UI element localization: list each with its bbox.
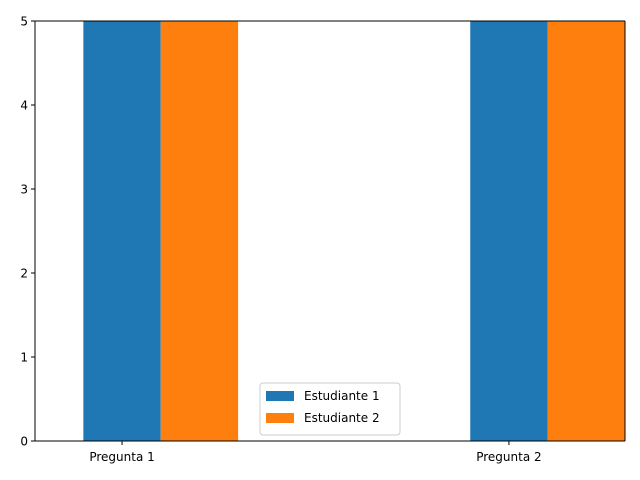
legend-swatch: [266, 391, 294, 401]
axes-layer: 0 1 2 3 4 5 Pregunta 1 Pregunta 2: [20, 15, 626, 464]
bar-estudiante-2-pregunta-2: [547, 21, 625, 441]
x-tick-label: Pregunta 1: [89, 450, 154, 464]
legend: Estudiante 1 Estudiante 2: [259, 382, 401, 436]
y-tick-label: 3: [20, 183, 28, 197]
legend-label: Estudiante 1: [304, 389, 380, 403]
bar-estudiante-1-pregunta-1: [83, 21, 161, 441]
y-tick-label: 1: [20, 351, 28, 365]
y-tick-label: 5: [20, 15, 28, 29]
bar-estudiante-1-pregunta-2: [470, 21, 548, 441]
y-tick-label: 0: [20, 435, 28, 449]
x-tick-label: Pregunta 2: [476, 450, 541, 464]
y-tick-label: 2: [20, 267, 28, 281]
legend-box: [259, 382, 401, 436]
y-tick-label: 4: [20, 99, 28, 113]
bars-layer: [83, 21, 625, 441]
bar-estudiante-2-pregunta-1: [160, 21, 239, 441]
legend-label: Estudiante 2: [304, 411, 380, 425]
legend-swatch: [266, 413, 294, 423]
